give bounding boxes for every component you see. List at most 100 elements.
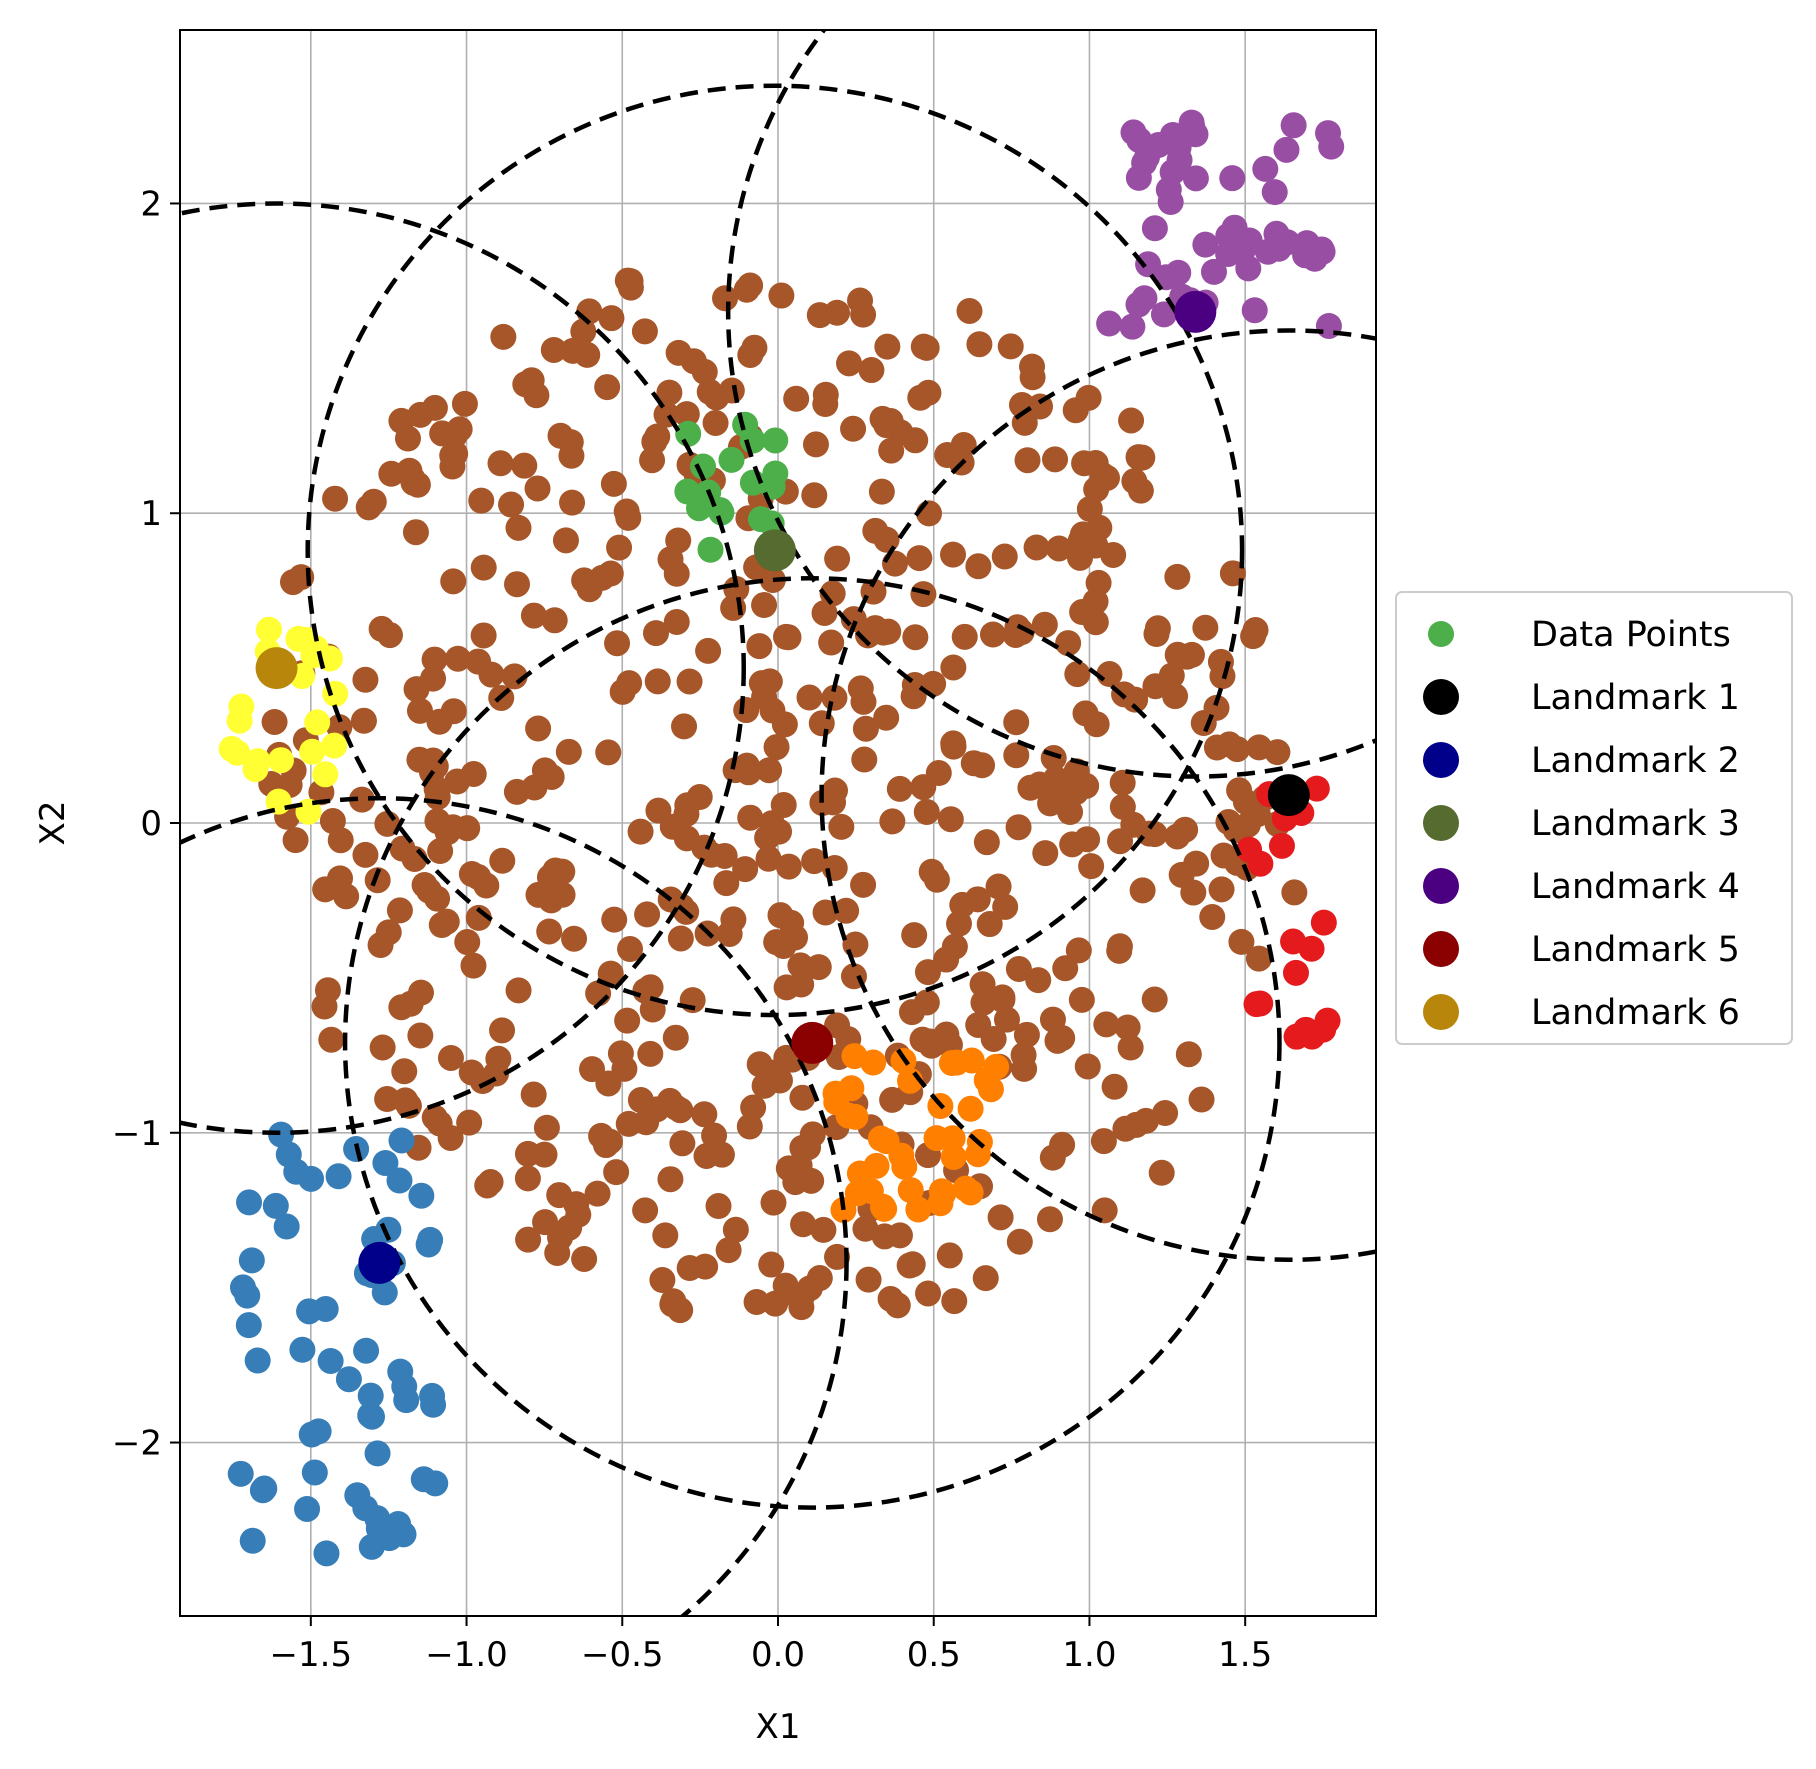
data-point: [940, 654, 967, 681]
data-point: [603, 1159, 630, 1186]
data-point: [489, 1017, 516, 1044]
data-point: [652, 1222, 679, 1249]
legend-label-0: Data Points: [1531, 615, 1731, 655]
landmark-1-marker: [1267, 774, 1310, 817]
data-point: [420, 665, 447, 692]
data-point: [424, 784, 451, 811]
data-point: [1200, 258, 1227, 285]
data-point: [314, 977, 341, 1004]
data-point: [715, 1237, 742, 1264]
data-point: [474, 1172, 501, 1199]
data-point: [969, 971, 996, 998]
data-point: [1025, 967, 1052, 994]
data-point: [1109, 793, 1136, 820]
data-point: [913, 989, 940, 1016]
data-point: [631, 318, 658, 345]
legend-label-4: Landmark 4: [1531, 867, 1740, 907]
data-point: [376, 622, 403, 649]
data-point: [249, 1477, 276, 1504]
data-point: [244, 748, 271, 775]
landmark-6-marker: [255, 647, 298, 690]
data-point: [812, 381, 839, 408]
landmark-3-marker: [753, 529, 796, 572]
data-point: [1005, 814, 1032, 841]
data-point: [818, 629, 845, 656]
data-point: [473, 872, 500, 899]
landmark-4-marker: [1174, 290, 1217, 333]
data-point: [236, 1189, 263, 1216]
data-point: [1224, 736, 1251, 763]
data-point: [980, 1025, 1007, 1052]
data-point: [956, 297, 983, 324]
data-point: [282, 827, 309, 854]
data-point: [937, 806, 964, 833]
data-point: [657, 546, 684, 573]
data-point: [692, 1253, 719, 1280]
data-point: [1228, 928, 1255, 955]
data-point: [407, 1022, 434, 1049]
data-point: [531, 757, 558, 784]
data-point: [227, 1460, 254, 1487]
data-point: [809, 789, 836, 816]
data-point: [979, 621, 1006, 648]
data-point: [1222, 816, 1249, 843]
data-point: [824, 1243, 851, 1270]
data-point: [821, 684, 848, 711]
x-tick-label-6: 1.5: [1218, 1635, 1272, 1675]
data-point: [741, 334, 768, 361]
data-point: [874, 333, 901, 360]
data-point: [357, 1402, 384, 1429]
data-point: [1121, 468, 1148, 495]
data-point: [397, 990, 424, 1017]
legend-label-3: Landmark 3: [1531, 804, 1740, 844]
data-point: [873, 526, 900, 553]
data-point: [1315, 120, 1342, 147]
data-point: [1245, 945, 1272, 972]
data-point: [372, 1149, 399, 1176]
data-point: [218, 735, 245, 762]
data-point: [663, 608, 690, 635]
data-point: [846, 1160, 873, 1187]
data-point: [512, 371, 539, 398]
y-axis-ticks: −2 −1 0 1 2: [112, 184, 180, 1464]
data-point: [374, 1085, 401, 1112]
data-point: [1125, 291, 1152, 318]
data-point: [511, 452, 538, 479]
data-point: [1303, 775, 1330, 802]
data-point: [514, 1165, 541, 1192]
data-point: [1240, 623, 1267, 650]
data-point: [1141, 215, 1168, 242]
data-point: [881, 550, 908, 577]
data-point: [691, 358, 718, 385]
data-point: [771, 711, 798, 738]
legend-label-2: Landmark 2: [1531, 741, 1740, 781]
data-point: [879, 808, 906, 835]
data-point: [1232, 788, 1259, 815]
data-point: [505, 977, 532, 1004]
data-point: [943, 1049, 970, 1076]
data-point: [1114, 1014, 1141, 1041]
data-point: [676, 668, 703, 695]
data-point: [422, 1470, 449, 1497]
data-point: [991, 543, 1018, 570]
data-point: [737, 272, 764, 299]
data-point: [369, 1034, 396, 1061]
data-point: [561, 925, 588, 952]
data-point: [879, 1086, 906, 1113]
data-point: [411, 871, 438, 898]
data-point: [613, 498, 640, 525]
data-point: [965, 1141, 992, 1168]
data-point: [690, 453, 717, 480]
data-point: [1107, 828, 1134, 855]
data-point: [782, 924, 809, 951]
data-point: [391, 1373, 418, 1400]
data-point: [1046, 535, 1073, 562]
data-point: [407, 401, 434, 428]
data-point: [836, 350, 863, 377]
data-point: [796, 684, 823, 711]
data-point: [1040, 745, 1067, 772]
data-point: [927, 1190, 954, 1217]
data-point: [1280, 928, 1307, 955]
data-point: [1042, 446, 1069, 473]
data-point: [261, 708, 288, 735]
